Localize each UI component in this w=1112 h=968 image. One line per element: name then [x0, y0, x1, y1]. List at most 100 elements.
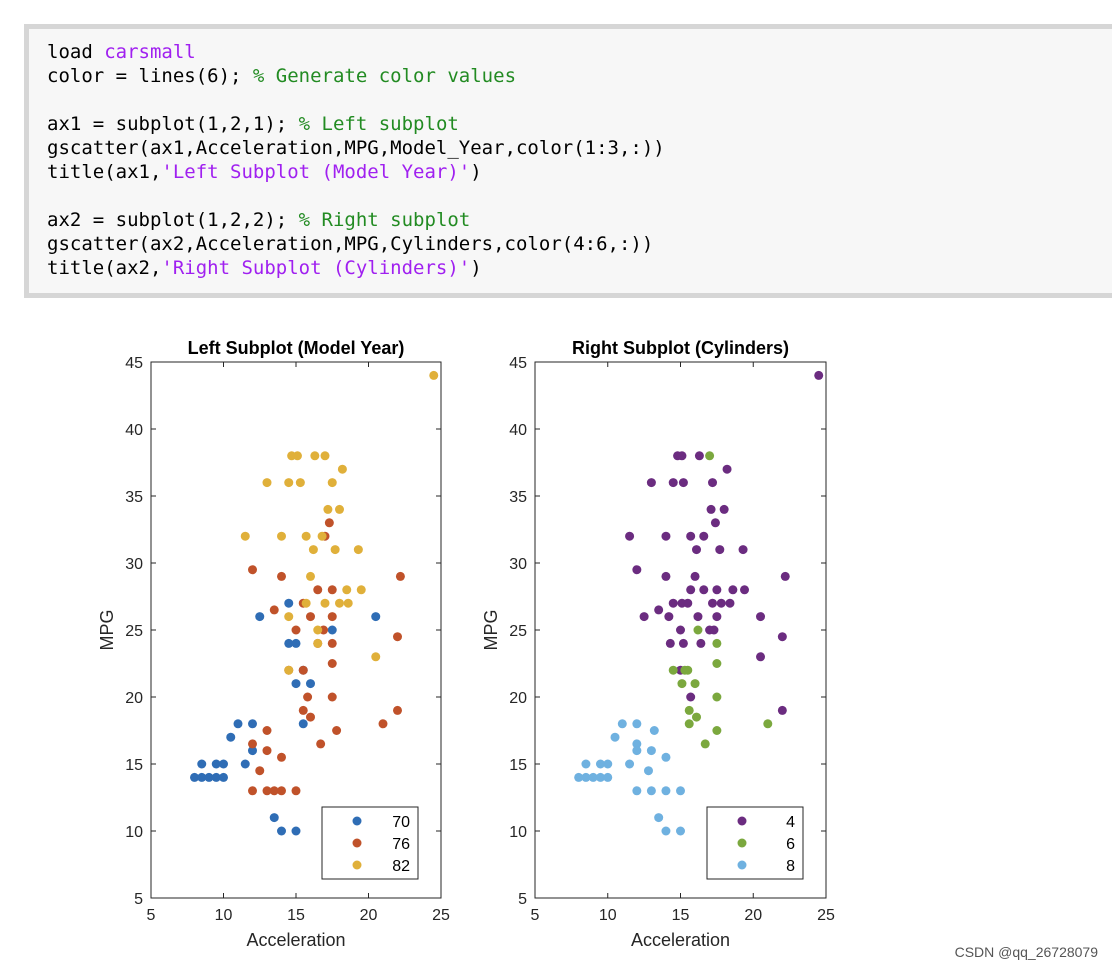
data-point-4 — [686, 692, 696, 702]
data-point-70 — [197, 759, 207, 769]
y-tick-label: 5 — [134, 891, 143, 908]
data-point-4 — [632, 565, 642, 575]
data-point-4 — [712, 585, 722, 595]
data-point-76 — [395, 571, 405, 581]
data-point-6 — [700, 739, 710, 749]
data-point-4 — [719, 504, 729, 514]
data-point-70 — [204, 772, 214, 782]
code-text: ax1 = subplot(1,2,1); — [47, 113, 299, 135]
chart-title: Left Subplot (Model Year) — [188, 338, 405, 358]
legend-marker — [352, 838, 362, 848]
x-tick-label: 15 — [287, 907, 305, 924]
data-point-76 — [313, 585, 323, 595]
x-axis-label: Acceleration — [631, 930, 730, 950]
data-point-4 — [661, 571, 671, 581]
data-point-76 — [378, 719, 388, 729]
data-point-4 — [686, 531, 696, 541]
data-point-6 — [763, 719, 773, 729]
data-point-4 — [625, 531, 635, 541]
data-point-4 — [708, 598, 718, 608]
data-point-4 — [709, 625, 719, 635]
data-point-4 — [710, 518, 720, 528]
data-point-4 — [686, 585, 696, 595]
data-point-82 — [317, 531, 327, 541]
y-axis-label: MPG — [481, 609, 501, 650]
legend-marker — [737, 816, 747, 826]
data-point-8 — [595, 772, 605, 782]
x-tick-label: 25 — [432, 907, 450, 924]
data-point-82 — [240, 531, 250, 541]
x-tick-label: 10 — [599, 907, 617, 924]
data-point-4 — [683, 598, 693, 608]
data-point-6 — [712, 659, 722, 668]
y-tick-label: 40 — [125, 422, 143, 439]
data-point-82 — [330, 545, 340, 555]
legend-label: 82 — [392, 858, 410, 875]
data-point-70 — [291, 638, 301, 648]
data-point-70 — [190, 772, 199, 782]
y-tick-label: 5 — [518, 891, 527, 908]
data-point-8 — [646, 786, 656, 796]
data-point-4 — [678, 638, 688, 648]
data-point-82 — [337, 464, 347, 474]
data-point-76 — [332, 726, 342, 735]
x-tick-label: 5 — [147, 907, 156, 924]
data-point-4 — [708, 478, 718, 488]
data-point-70 — [291, 679, 301, 689]
data-point-4 — [725, 598, 735, 608]
data-point-4 — [706, 504, 716, 514]
code-string: carsmall — [104, 41, 196, 63]
y-tick-label: 25 — [509, 623, 527, 640]
data-point-70 — [284, 598, 294, 608]
legend-marker — [737, 860, 747, 870]
data-point-82 — [301, 531, 311, 541]
data-point-8 — [654, 813, 664, 823]
code-text: load — [47, 41, 105, 63]
data-point-76 — [277, 571, 286, 581]
x-tick-label: 15 — [672, 907, 690, 924]
code-text: ) — [470, 161, 482, 183]
data-point-82 — [353, 545, 363, 555]
data-point-82 — [308, 545, 318, 555]
y-tick-label: 30 — [509, 556, 527, 573]
data-point-70 — [269, 813, 279, 823]
data-point-8 — [610, 732, 620, 742]
data-point-76 — [262, 786, 272, 796]
data-point-82 — [306, 571, 315, 581]
data-point-4 — [780, 571, 790, 581]
legend-label: 76 — [392, 836, 410, 853]
x-axis-label: Acceleration — [246, 930, 345, 950]
y-axis-label: MPG — [97, 609, 117, 650]
data-point-76 — [262, 726, 272, 735]
data-point-82 — [292, 451, 302, 461]
data-point-82 — [313, 638, 323, 648]
data-point-4 — [740, 585, 750, 595]
data-point-4 — [716, 598, 726, 608]
data-point-4 — [693, 612, 703, 622]
code-text: color = lines(6); — [47, 65, 253, 87]
data-point-70 — [284, 638, 294, 648]
data-point-6 — [677, 679, 687, 689]
code-line: title(ax1,'Left Subplot (Model Year)') — [47, 160, 482, 184]
x-tick-label: 20 — [744, 907, 762, 924]
data-point-76 — [393, 705, 402, 715]
data-point-70 — [327, 625, 337, 635]
data-point-82 — [320, 598, 330, 608]
chart-title: Right Subplot (Cylinders) — [572, 338, 789, 358]
data-point-6 — [712, 638, 722, 648]
data-point-8 — [632, 746, 642, 756]
data-point-76 — [248, 565, 257, 575]
data-point-76 — [269, 786, 279, 796]
x-tick-label: 5 — [531, 907, 540, 924]
x-tick-label: 25 — [817, 907, 835, 924]
legend-box — [706, 806, 804, 880]
y-tick-label: 35 — [509, 489, 527, 506]
y-tick-label: 40 — [509, 422, 527, 439]
data-point-82 — [320, 451, 330, 461]
data-point-4 — [690, 571, 700, 581]
code-text: title(ax1, — [47, 161, 162, 183]
legend-label: 6 — [786, 836, 795, 853]
data-point-6 — [712, 726, 722, 735]
data-point-6 — [668, 665, 678, 675]
data-point-4 — [722, 464, 732, 474]
